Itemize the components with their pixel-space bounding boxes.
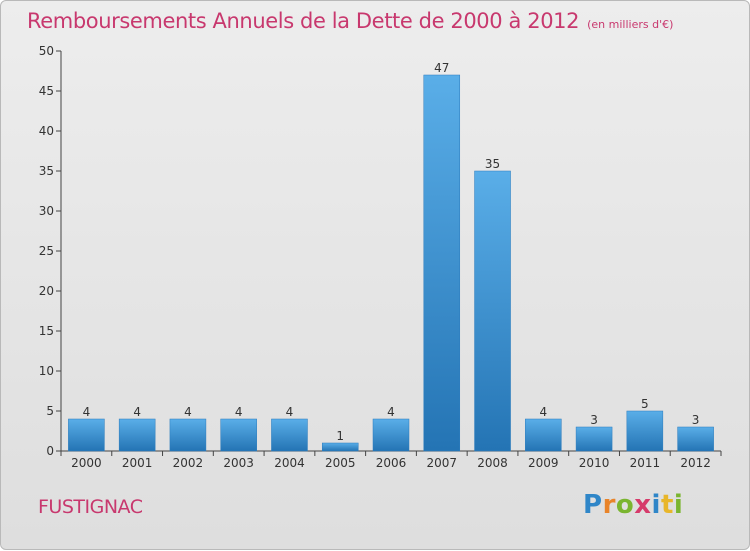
data-label-2000: 4 bbox=[83, 405, 91, 419]
bars bbox=[68, 74, 714, 452]
data-label-2008: 35 bbox=[485, 157, 500, 171]
chart-title: Remboursements Annuels de la Dette de 20… bbox=[27, 9, 673, 33]
bar-2008 bbox=[474, 170, 511, 452]
x-tick-label-2011: 2011 bbox=[630, 456, 661, 470]
data-label-2006: 4 bbox=[387, 405, 395, 419]
data-label-2010: 3 bbox=[590, 413, 598, 427]
bar-2004 bbox=[271, 418, 308, 452]
bar-2009 bbox=[525, 418, 562, 452]
bar-2002 bbox=[169, 418, 207, 452]
x-tick-label-2002: 2002 bbox=[173, 456, 204, 470]
x-tick-label-2000: 2000 bbox=[71, 456, 102, 470]
data-label-2002: 4 bbox=[184, 405, 192, 419]
chart-title-text: Remboursements Annuels de la Dette de 20… bbox=[27, 9, 580, 33]
data-label-2011: 5 bbox=[641, 397, 649, 411]
y-tick-label: 10 bbox=[39, 364, 54, 378]
bar-2007 bbox=[423, 74, 461, 452]
bar-2005 bbox=[321, 442, 359, 452]
y-tick-label: 25 bbox=[39, 244, 54, 258]
y-tick-label: 35 bbox=[39, 164, 54, 178]
data-label-2007: 47 bbox=[434, 61, 449, 75]
commune-name: FUSTIGNAC bbox=[38, 496, 143, 518]
x-tick-label-2003: 2003 bbox=[223, 456, 254, 470]
bar-2000 bbox=[68, 418, 105, 452]
y-tick-label: 5 bbox=[46, 404, 54, 418]
bar-2003 bbox=[220, 418, 257, 452]
data-label-2012: 3 bbox=[692, 413, 700, 427]
x-tick-label-2005: 2005 bbox=[325, 456, 356, 470]
y-tick-label: 50 bbox=[39, 44, 54, 58]
x-tick-label-2004: 2004 bbox=[274, 456, 305, 470]
bar-2012 bbox=[677, 426, 714, 452]
y-tick-label: 0 bbox=[46, 444, 54, 458]
x-tick-label-2006: 2006 bbox=[376, 456, 407, 470]
bar-2006 bbox=[372, 418, 410, 452]
y-tick-label: 20 bbox=[39, 284, 54, 298]
y-tick-label: 30 bbox=[39, 204, 54, 218]
bar-2010 bbox=[575, 426, 613, 452]
data-label-2001: 4 bbox=[133, 405, 141, 419]
data-label-2004: 4 bbox=[286, 405, 294, 419]
x-tick-label-2010: 2010 bbox=[579, 456, 610, 470]
y-tick-label: 40 bbox=[39, 124, 54, 138]
data-label-2009: 4 bbox=[539, 405, 547, 419]
proxiti-logo: Proxiti bbox=[583, 490, 684, 520]
y-tick-label: 15 bbox=[39, 324, 54, 338]
labels: 2000 4 2001 4 2002 4 2003 4 2004 4 2005 1 2006 4 2007 4… bbox=[71, 61, 711, 470]
x-tick-label-2012: 2012 bbox=[680, 456, 711, 470]
x-tick-label-2008: 2008 bbox=[477, 456, 508, 470]
bar-2001 bbox=[118, 418, 156, 452]
bar-2011 bbox=[626, 410, 664, 452]
x-tick-label-2001: 2001 bbox=[122, 456, 153, 470]
y-tick-label: 45 bbox=[39, 84, 54, 98]
data-label-2003: 4 bbox=[235, 405, 243, 419]
data-label-2005: 1 bbox=[336, 429, 344, 443]
x-tick-label-2009: 2009 bbox=[528, 456, 559, 470]
x-tick-label-2007: 2007 bbox=[426, 456, 457, 470]
chart-unit: (en milliers d'€) bbox=[587, 18, 674, 31]
